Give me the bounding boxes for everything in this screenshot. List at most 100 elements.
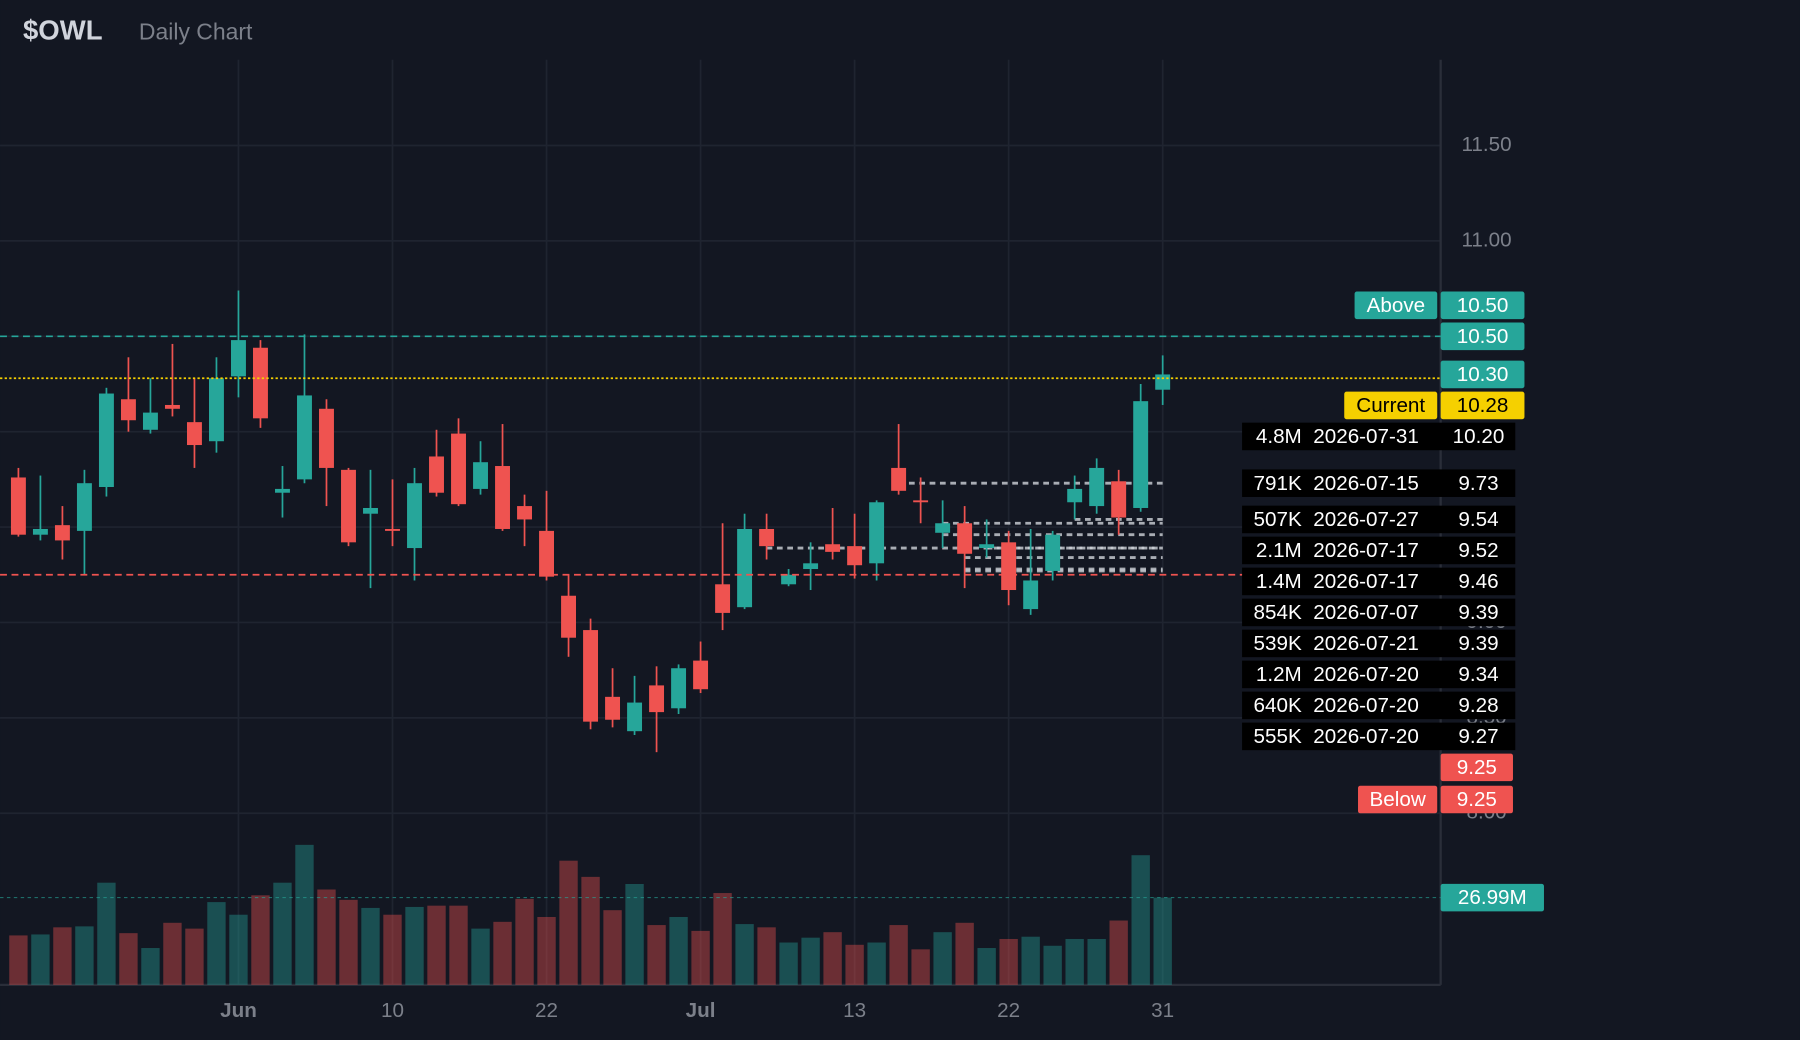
level-volume: 555K bbox=[1254, 725, 1302, 748]
volume-bar bbox=[647, 925, 666, 985]
level-row-box bbox=[1242, 567, 1516, 596]
level-row-box bbox=[1242, 505, 1516, 534]
volume-bar bbox=[889, 925, 908, 985]
candle-body bbox=[935, 523, 951, 533]
candle-body bbox=[737, 528, 753, 608]
volume-bar bbox=[53, 927, 72, 985]
volume-bar bbox=[1087, 938, 1106, 985]
x-tick-label: 10 bbox=[381, 999, 404, 1022]
level-row-box bbox=[1242, 629, 1516, 658]
candle-body bbox=[208, 378, 224, 442]
volume-bar bbox=[735, 924, 754, 985]
level-date: 2026-07-20 bbox=[1313, 663, 1419, 686]
volume-bar bbox=[383, 914, 402, 985]
above-name-box bbox=[1354, 291, 1438, 320]
level-date: 2026-07-15 bbox=[1313, 472, 1419, 495]
below-name: Below bbox=[1369, 788, 1425, 811]
candle-body bbox=[1155, 374, 1171, 390]
level-price: 9.73 bbox=[1458, 472, 1498, 495]
level-date: 2026-07-17 bbox=[1313, 570, 1419, 593]
volume-bar bbox=[603, 910, 622, 985]
volume-bar bbox=[779, 942, 798, 985]
volume-bar bbox=[251, 895, 270, 985]
candle-body bbox=[98, 393, 114, 488]
volume-bar bbox=[757, 927, 776, 985]
x-tick-label: Jul bbox=[686, 999, 716, 1022]
volume-bar bbox=[185, 928, 204, 985]
level-price: 9.52 bbox=[1458, 539, 1498, 562]
level-row-box bbox=[1242, 422, 1516, 451]
last-close: 10.30 bbox=[1457, 363, 1509, 386]
above-line-value: 10.50 bbox=[1457, 325, 1509, 348]
volume-bar bbox=[1065, 938, 1084, 985]
chart-subtitle: Daily Chart bbox=[139, 18, 253, 44]
volume-bar bbox=[999, 938, 1018, 985]
candle-body bbox=[583, 630, 599, 722]
current-name: Current bbox=[1356, 394, 1425, 417]
candle-body bbox=[186, 422, 202, 446]
above-value: 10.50 bbox=[1457, 294, 1509, 317]
volume-bar bbox=[691, 930, 710, 985]
candle-body bbox=[341, 469, 356, 543]
above-name: Above bbox=[1367, 294, 1426, 317]
level-row-box bbox=[1242, 691, 1516, 720]
volume-bar bbox=[669, 916, 688, 985]
candle-body bbox=[253, 347, 268, 419]
candle-body bbox=[979, 544, 995, 549]
above-value-box bbox=[1440, 291, 1525, 320]
x-tick-label: Jun bbox=[220, 999, 257, 1022]
level-price: 9.46 bbox=[1458, 570, 1498, 593]
level-price: 9.34 bbox=[1458, 663, 1498, 686]
chart-title: $OWL bbox=[23, 14, 103, 45]
volume-bar bbox=[405, 906, 424, 985]
level-date: 2026-07-07 bbox=[1313, 601, 1419, 624]
level-volume: 640K bbox=[1254, 694, 1302, 717]
volume-bar bbox=[361, 907, 380, 985]
level-price: 9.28 bbox=[1458, 694, 1498, 717]
volume-bar bbox=[493, 921, 512, 985]
candle-body bbox=[1001, 542, 1017, 591]
candle-body bbox=[76, 483, 92, 531]
level-volume: 539K bbox=[1254, 632, 1302, 655]
volume-bar bbox=[471, 928, 490, 985]
volume-bar bbox=[1131, 855, 1150, 985]
candle-body bbox=[539, 530, 554, 577]
x-tick-label: 22 bbox=[535, 999, 558, 1022]
volume-bar bbox=[933, 932, 952, 985]
candle-body bbox=[825, 544, 841, 552]
candle-body bbox=[781, 574, 797, 585]
volume-bar bbox=[625, 883, 644, 985]
candle-body bbox=[142, 412, 158, 430]
current-value: 10.28 bbox=[1457, 394, 1509, 417]
candle-body bbox=[54, 525, 70, 541]
candle-body bbox=[473, 462, 488, 489]
candle-body bbox=[847, 546, 863, 566]
volume-bar bbox=[911, 949, 930, 985]
volume-bar bbox=[427, 905, 446, 985]
volume-bar bbox=[119, 933, 138, 985]
volume-bar bbox=[339, 899, 358, 985]
level-date: 2026-07-21 bbox=[1313, 632, 1419, 655]
volume-bar bbox=[229, 914, 248, 985]
candle-body bbox=[913, 500, 929, 503]
level-date: 2026-07-31 bbox=[1313, 425, 1419, 448]
level-price: 9.39 bbox=[1458, 601, 1498, 624]
current-value-box bbox=[1440, 391, 1525, 420]
volume-bar bbox=[801, 937, 820, 985]
level-price: 9.54 bbox=[1458, 508, 1498, 531]
candle-body bbox=[1133, 401, 1149, 508]
candle-body bbox=[627, 702, 643, 732]
volume-bar bbox=[713, 893, 732, 985]
candle-body bbox=[671, 668, 687, 709]
candle-body bbox=[231, 340, 246, 377]
candle-body bbox=[759, 528, 775, 547]
volume-bar bbox=[97, 882, 116, 985]
x-tick-label: 13 bbox=[843, 999, 866, 1022]
candle-body bbox=[32, 528, 48, 535]
volume-bar bbox=[9, 935, 28, 985]
volume-bar bbox=[515, 898, 534, 985]
level-date: 2026-07-17 bbox=[1313, 539, 1419, 562]
level-volume: 791K bbox=[1254, 472, 1302, 495]
candle-body bbox=[869, 502, 885, 564]
